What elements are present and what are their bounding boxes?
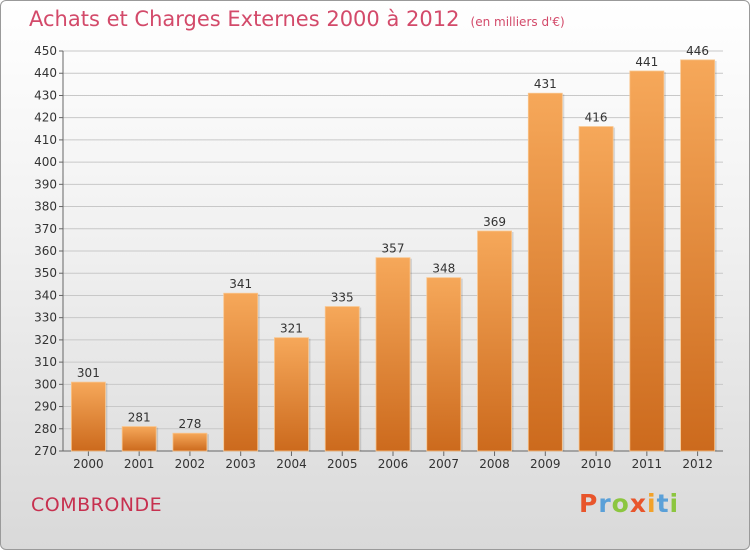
- x-tick-label: 2011: [632, 457, 663, 471]
- y-tick-label: 280: [34, 422, 57, 436]
- y-tick-label: 430: [34, 88, 57, 102]
- x-tick-label: 2012: [682, 457, 713, 471]
- x-tick-label: 2003: [225, 457, 256, 471]
- y-tick-label: 420: [34, 111, 57, 125]
- bar: [172, 432, 208, 452]
- proxiti-logo: Proxiti: [579, 489, 679, 518]
- x-tick-label: 2004: [276, 457, 307, 471]
- bar: [324, 306, 360, 452]
- x-tick-label: 2008: [479, 457, 510, 471]
- bar-value-label: 341: [229, 277, 252, 291]
- logo-letter: P: [579, 489, 599, 518]
- x-tick-label: 2005: [327, 457, 358, 471]
- bar: [680, 59, 716, 452]
- bar-value-label: 321: [280, 322, 303, 336]
- bar-value-label: 431: [534, 77, 557, 91]
- y-tick-label: 410: [34, 133, 57, 147]
- bar-value-label: 301: [77, 366, 100, 380]
- y-tick-label: 450: [34, 44, 57, 58]
- bar-value-label: 348: [432, 262, 455, 276]
- x-tick-label: 2010: [581, 457, 612, 471]
- bar-value-label: 369: [483, 215, 506, 229]
- y-tick-label: 370: [34, 222, 57, 236]
- logo-letter: o: [611, 489, 630, 518]
- bar: [223, 292, 259, 452]
- bar: [426, 277, 462, 452]
- bar-value-label: 416: [585, 111, 608, 125]
- x-tick-label: 2002: [175, 457, 206, 471]
- bars: [70, 59, 717, 452]
- bar: [375, 257, 411, 452]
- bar: [629, 70, 665, 452]
- y-tick-label: 270: [34, 444, 57, 458]
- logo-letter: t: [656, 489, 670, 518]
- bar-value-label: 281: [128, 411, 151, 425]
- y-tick-label: 300: [34, 377, 57, 391]
- x-tick-label: 2000: [73, 457, 104, 471]
- x-tick-label: 2007: [428, 457, 459, 471]
- bar: [274, 337, 309, 452]
- y-tick-label: 350: [34, 266, 57, 280]
- labels: 270 280 290 300 310 320 330 340 350 360 370 380 390 4…: [34, 44, 713, 471]
- y-tick-label: 310: [34, 355, 57, 369]
- town-name: COMBRONDE: [31, 494, 163, 516]
- logo-letter: i: [647, 489, 657, 518]
- y-tick-label: 440: [34, 66, 57, 80]
- y-tick-label: 290: [34, 400, 57, 414]
- y-tick-label: 400: [34, 155, 57, 169]
- bar-value-label: 441: [635, 55, 658, 69]
- bar-value-label: 446: [686, 44, 709, 58]
- chart-title-text: Achats et Charges Externes 2000 à 2012: [29, 7, 460, 31]
- bar: [477, 230, 512, 452]
- bar-value-label: 278: [178, 417, 201, 431]
- chart-unit-text: (en milliers d'€): [470, 15, 565, 29]
- y-tick-label: 380: [34, 200, 57, 214]
- logo-letter: i: [669, 489, 680, 518]
- bar-value-label: 357: [382, 242, 405, 256]
- bar: [70, 381, 106, 452]
- y-tick-label: 390: [34, 177, 57, 191]
- bar-value-label: 335: [331, 291, 354, 305]
- y-tick-label: 340: [34, 288, 57, 302]
- chart-title: Achats et Charges Externes 2000 à 2012 (…: [29, 7, 565, 31]
- bar: [527, 92, 563, 452]
- y-tick-label: 360: [34, 244, 57, 258]
- bar: [578, 126, 614, 452]
- bar: [121, 426, 157, 452]
- y-tick-label: 330: [34, 311, 57, 325]
- x-tick-label: 2009: [530, 457, 561, 471]
- logo-letter: x: [629, 489, 647, 518]
- y-tick-label: 320: [34, 333, 57, 347]
- x-tick-label: 2001: [124, 457, 155, 471]
- logo-letter: r: [598, 489, 612, 518]
- x-tick-label: 2006: [378, 457, 409, 471]
